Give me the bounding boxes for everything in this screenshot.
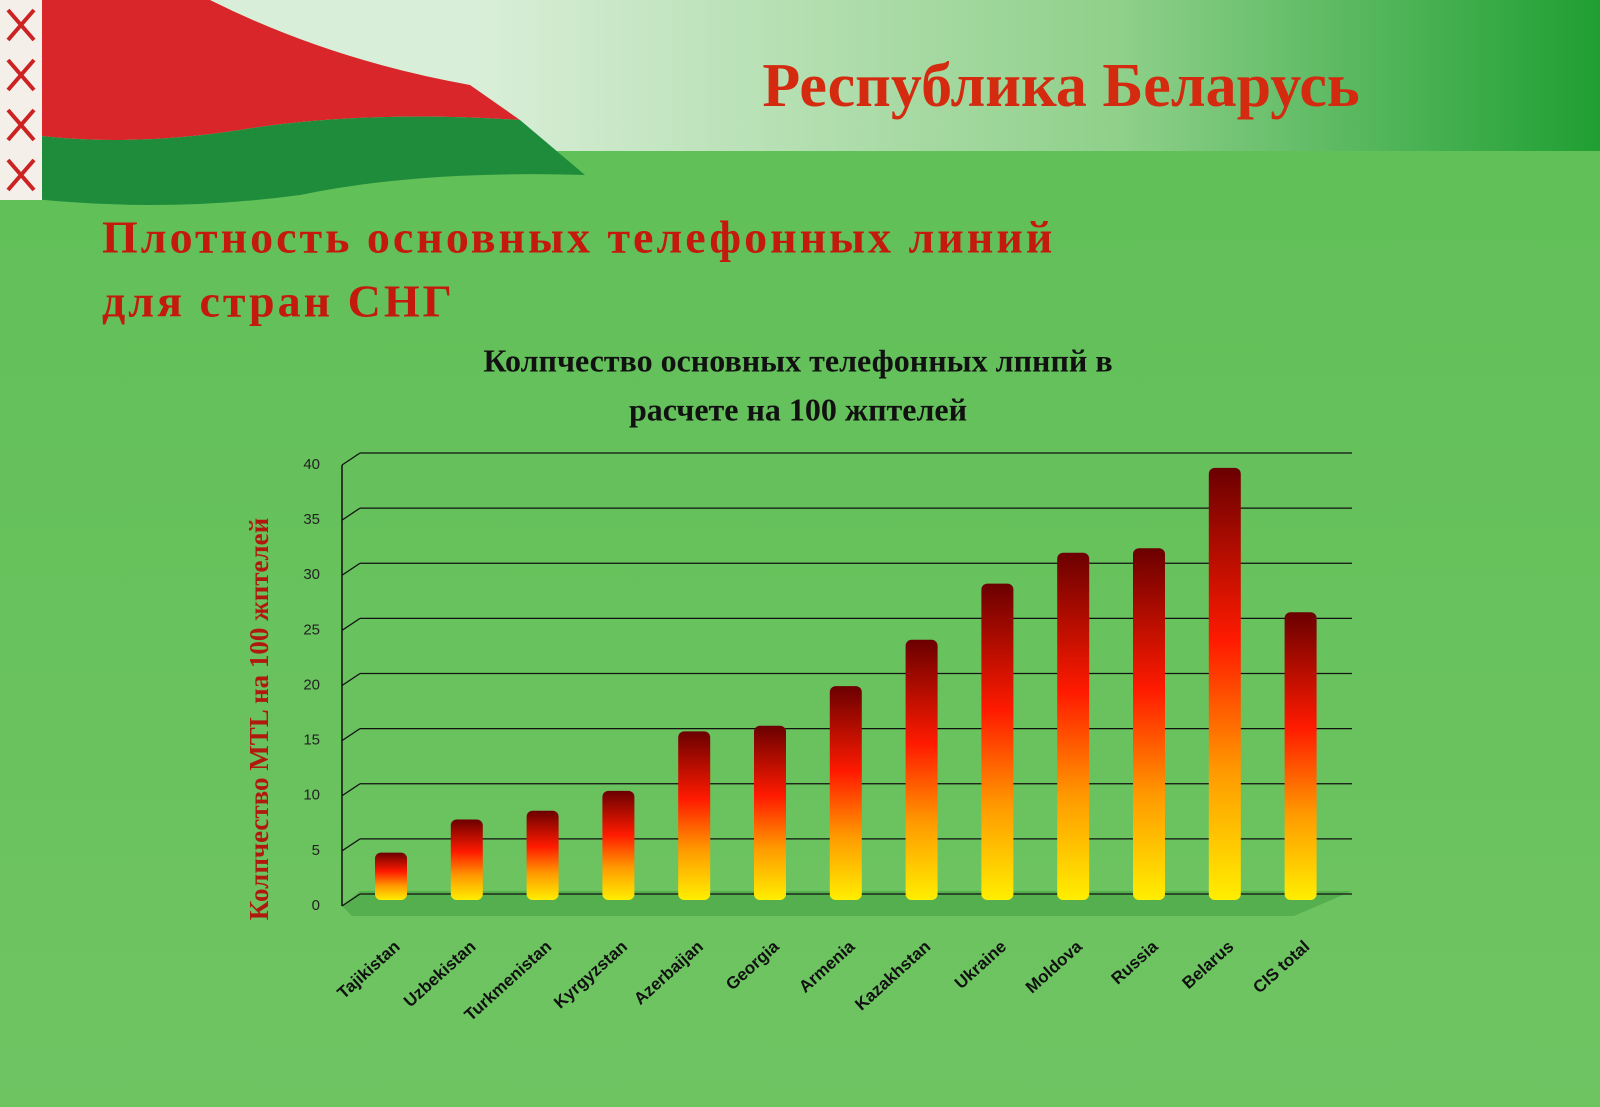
bar [1284,612,1317,900]
header-title: Республика Беларусь [762,52,1359,120]
y-tick-label: 20 [303,676,320,693]
y-tick-label: 40 [303,456,320,473]
grid-line [341,452,361,466]
heading-line: для стран СНГ [102,276,455,327]
chart-title: расчете на 100 жптелей [629,391,967,427]
grid-line [341,893,361,907]
bar [754,725,786,900]
grid-line [341,838,361,852]
y-tick-label: 25 [303,621,320,638]
y-tick-label: 35 [303,511,320,528]
bar [905,639,938,900]
bar [678,731,711,900]
y-tick-label: 30 [303,566,320,583]
bar [375,852,407,900]
y-tick-label: 10 [303,787,320,804]
grid-line [341,617,361,631]
bar [1057,552,1090,900]
y-tick-label: 0 [312,897,320,914]
y-tick-label: 5 [312,842,320,859]
y-tick-label: 15 [303,732,320,749]
floor [342,891,1352,916]
bar [829,686,862,900]
bar [526,810,559,900]
grid-line [341,783,361,797]
flag [0,0,585,205]
chart-title: Колпчество основных телефонных лпнпй в [483,342,1112,378]
grid-line [341,728,361,742]
bar [981,583,1014,900]
grid-line [341,562,361,576]
grid-line [341,672,361,687]
bar [602,790,635,900]
bar [1133,548,1165,900]
y-axis-label: Колпчество MTL на 100 жптелей [244,518,274,920]
heading-line: Плотность основных телефонных линий [102,212,1055,263]
bar [1208,467,1241,900]
bar [450,819,483,900]
grid-line [341,507,361,521]
